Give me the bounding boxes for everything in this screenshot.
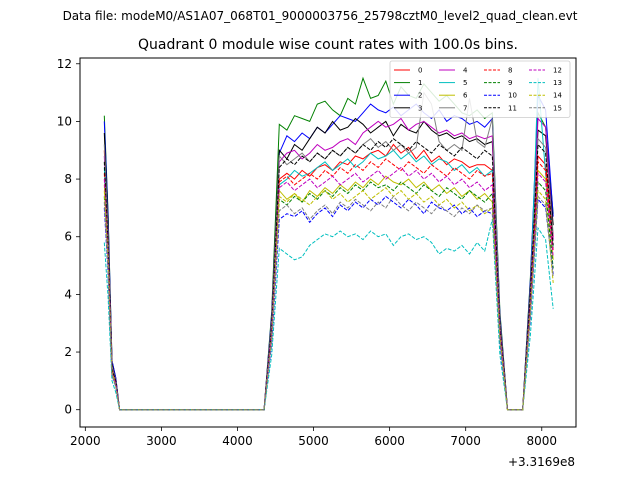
legend-label-14: 14	[553, 92, 562, 100]
y-tick-label: 8	[64, 172, 72, 186]
legend-label-2: 2	[418, 92, 422, 100]
legend-box	[389, 60, 571, 118]
x-tick-label: 8000	[526, 434, 557, 448]
x-offset-label: +3.3169e8	[508, 455, 575, 469]
y-tick-label: 10	[57, 114, 72, 128]
legend-label-12: 12	[553, 67, 562, 75]
legend-label-0: 0	[418, 67, 422, 75]
x-axis: 2000 3000 4000 5000 6000 7000 8000	[70, 427, 557, 448]
legend-label-6: 6	[463, 92, 468, 100]
legend-label-8: 8	[508, 67, 512, 75]
data-file-suptitle: Data file: modeM0/AS1A07_068T01_90000037…	[63, 9, 578, 23]
axes-frame	[79, 57, 577, 428]
y-tick-label: 2	[64, 345, 72, 359]
x-tick-label: 4000	[222, 434, 253, 448]
legend-label-1: 1	[418, 79, 422, 87]
legend-label-7: 7	[463, 104, 467, 112]
legend-label-9: 9	[508, 79, 512, 87]
series-line-11	[103, 138, 554, 411]
y-axis: 0 2 4 6 8 10 12	[57, 57, 80, 417]
legend-label-13: 13	[553, 79, 562, 87]
chart-title: Quadrant 0 module wise count rates with …	[138, 37, 518, 53]
y-tick-label: 4	[64, 287, 72, 301]
x-tick-label: 5000	[298, 434, 329, 448]
series-line-15	[103, 195, 554, 411]
x-tick-label: 3000	[146, 434, 177, 448]
legend-label-11: 11	[508, 104, 517, 112]
y-tick-label: 6	[64, 230, 72, 244]
y-tick-label: 12	[57, 57, 72, 71]
x-tick-label: 2000	[70, 434, 101, 448]
legend-label-4: 4	[463, 67, 468, 75]
legend-label-3: 3	[418, 104, 422, 112]
plot-area	[103, 76, 554, 411]
legend-label-10: 10	[508, 92, 517, 100]
legend-label-15: 15	[553, 104, 562, 112]
legend-label-5: 5	[463, 79, 467, 87]
x-tick-label: 7000	[450, 434, 481, 448]
x-tick-label: 6000	[374, 434, 405, 448]
y-tick-label: 0	[64, 403, 72, 417]
